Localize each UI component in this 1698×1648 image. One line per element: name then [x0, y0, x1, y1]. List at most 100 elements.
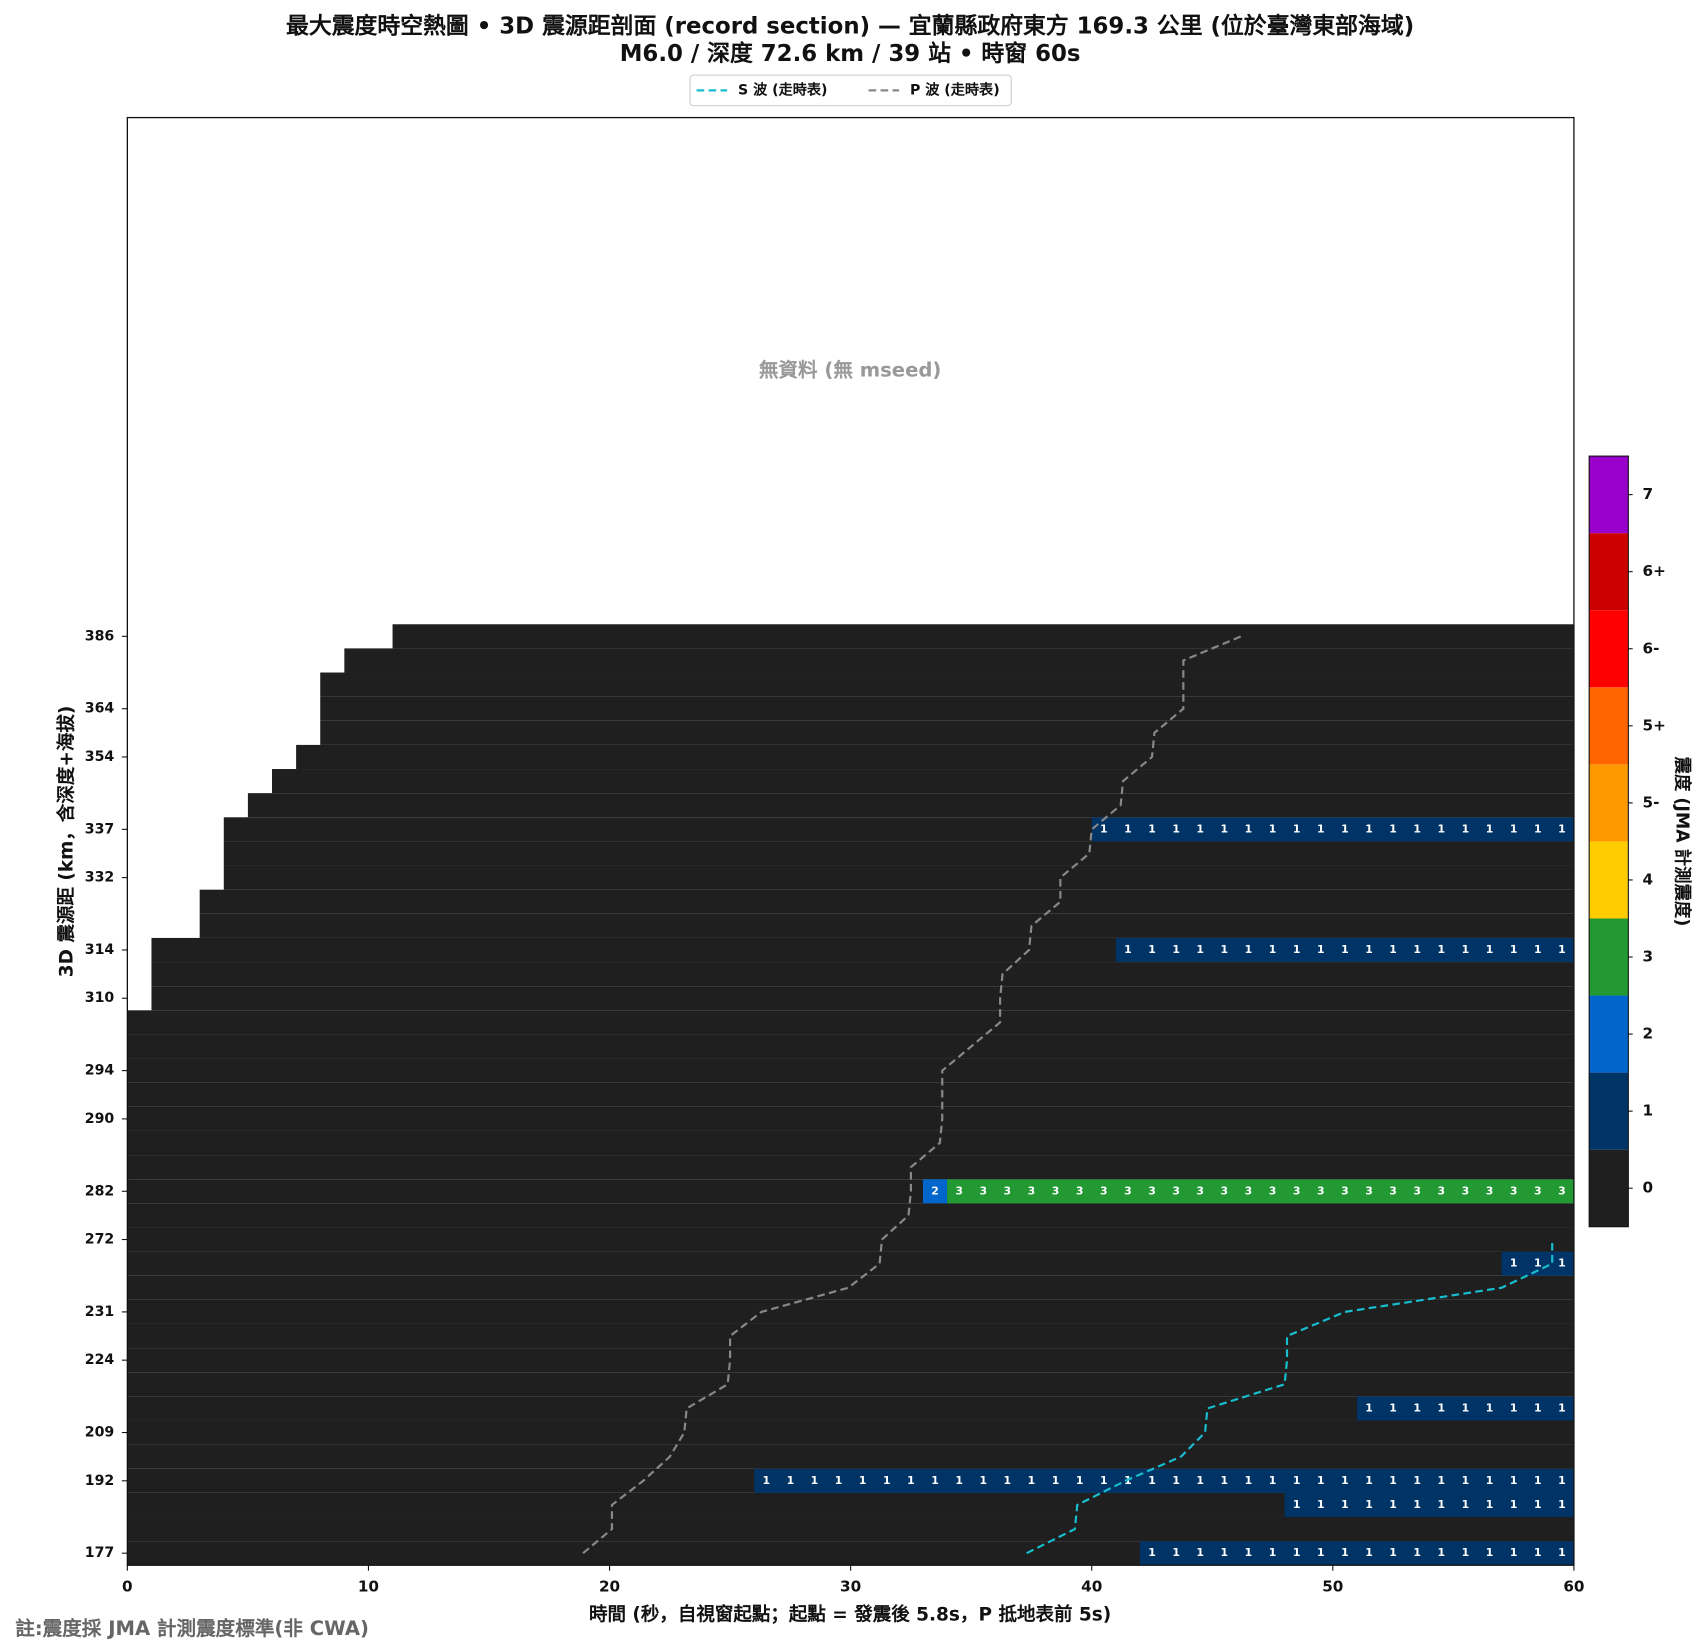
colorbar-tick-label: 6-	[1642, 639, 1659, 657]
cell-label: 1	[1486, 1498, 1494, 1511]
cell-label: 1	[1245, 1546, 1253, 1559]
y-tick-label: 282	[85, 1183, 115, 1199]
row-background	[127, 1227, 1574, 1252]
cell-label: 1	[1341, 1546, 1349, 1559]
cell-label: 1	[787, 1474, 795, 1487]
cell-label: 1	[1389, 1498, 1397, 1511]
cell-label: 1	[1076, 1474, 1084, 1487]
colorbar-bin	[1589, 1149, 1629, 1227]
cell-label: 1	[1558, 822, 1566, 835]
row-background	[127, 1348, 1574, 1373]
cell-label: 1	[1413, 1474, 1421, 1487]
x-tick-label: 30	[840, 1578, 861, 1596]
row-background	[344, 648, 1574, 673]
chart-title: 最大震度時空熱圖 • 3D 震源距剖面 (record section) — 宜…	[286, 13, 1414, 40]
cell-label: 1	[1510, 822, 1518, 835]
cell-label: 1	[1148, 1546, 1156, 1559]
row-background	[127, 1275, 1574, 1300]
cell-label: 1	[883, 1474, 891, 1487]
row-background	[127, 1058, 1574, 1083]
cell-label: 1	[1245, 943, 1253, 956]
cell-label: 1	[1148, 822, 1156, 835]
row-background	[320, 672, 1574, 697]
cell-label: 1	[1317, 943, 1325, 956]
cell-label: 1	[1486, 1546, 1494, 1559]
x-tick-label: 40	[1081, 1578, 1102, 1596]
cell-label: 1	[1341, 1498, 1349, 1511]
cell-label: 1	[859, 1474, 867, 1487]
y-tick-label: 314	[85, 942, 115, 958]
cell-label: 1	[1293, 822, 1301, 835]
cell-label: 1	[1510, 1546, 1518, 1559]
row-background	[127, 1034, 1574, 1059]
y-tick-label: 386	[85, 628, 115, 644]
cell-label: 1	[1028, 1474, 1036, 1487]
colorbar-bin	[1589, 995, 1629, 1073]
cell-label: 1	[1558, 1401, 1566, 1414]
cell-label: 1	[1510, 1257, 1518, 1270]
cell-label: 1	[1148, 943, 1156, 956]
cell-label: 1	[1486, 1474, 1494, 1487]
cell-label: 1	[811, 1474, 819, 1487]
cell-label: 1	[1317, 1474, 1325, 1487]
cell-label: 1	[1462, 1546, 1470, 1559]
colorbar-tick-label: 2	[1642, 1025, 1653, 1043]
colorbar-frame	[1588, 455, 1629, 1228]
cell-label: 1	[1462, 943, 1470, 956]
cell-label: 1	[1413, 822, 1421, 835]
y-tick-label: 310	[85, 990, 115, 1006]
row-background	[223, 841, 1574, 866]
intensity-run	[947, 1179, 1574, 1204]
colorbar-bin	[1589, 764, 1629, 842]
cell-label: 1	[1293, 1498, 1301, 1511]
cell-label: 1	[1413, 1546, 1421, 1559]
cell-label: 1	[955, 1474, 963, 1487]
cell-label: 1	[1510, 1474, 1518, 1487]
cell-label: 1	[1438, 1401, 1446, 1414]
cell-label: 1	[1462, 1474, 1470, 1487]
cell-label: 3	[979, 1184, 987, 1197]
cell-label: 3	[1534, 1184, 1542, 1197]
cell-label: 1	[1534, 1401, 1542, 1414]
cell-label: 3	[1341, 1184, 1349, 1197]
cell-label: 3	[1438, 1184, 1446, 1197]
row-background	[296, 744, 1574, 770]
colorbar-label: 震度 (JMA 計測震度)	[1672, 756, 1693, 927]
cell-label: 3	[1389, 1184, 1397, 1197]
cell-label: 1	[1558, 1474, 1566, 1487]
row-background	[127, 1010, 1574, 1035]
cell-label: 1	[1389, 822, 1397, 835]
cell-label: 1	[1245, 822, 1253, 835]
cell-label: 1	[1534, 1498, 1542, 1511]
intensity-run	[1091, 817, 1574, 842]
y-tick-label: 177	[85, 1545, 115, 1561]
cell-label: 1	[1269, 1474, 1277, 1487]
cell-label: 1	[1486, 1401, 1494, 1414]
cell-label: 1	[1269, 822, 1277, 835]
cell-label: 1	[1124, 943, 1132, 956]
row-background	[127, 1203, 1574, 1228]
cell-label: 1	[1510, 943, 1518, 956]
cell-label: 1	[1196, 943, 1204, 956]
colorbar-tick-label: 7	[1642, 485, 1653, 503]
x-tick-label: 0	[122, 1578, 133, 1596]
cell-label: 1	[1438, 1474, 1446, 1487]
colorbar-bin	[1589, 687, 1629, 765]
cell-label: 3	[1413, 1184, 1421, 1197]
row-background	[127, 1396, 1574, 1421]
row-background	[392, 624, 1574, 649]
cell-label: 1	[1341, 943, 1349, 956]
colorbar-tick-label: 6+	[1642, 562, 1665, 580]
x-tick-label: 60	[1563, 1578, 1584, 1596]
colorbar-bin	[1589, 533, 1629, 611]
cell-label: 1	[1196, 1546, 1204, 1559]
no-data-annotation: 無資料 (無 mseed)	[759, 359, 941, 382]
travel-time-line	[582, 635, 1242, 1555]
colorbar-tick-label: 0	[1642, 1179, 1653, 1197]
cell-label: 3	[1558, 1184, 1566, 1197]
y-tick-label: 364	[85, 701, 115, 717]
cell-label: 1	[1558, 1546, 1566, 1559]
cell-label: 1	[1172, 1546, 1180, 1559]
cell-label: 3	[955, 1184, 963, 1197]
cell-label: 1	[979, 1474, 987, 1487]
